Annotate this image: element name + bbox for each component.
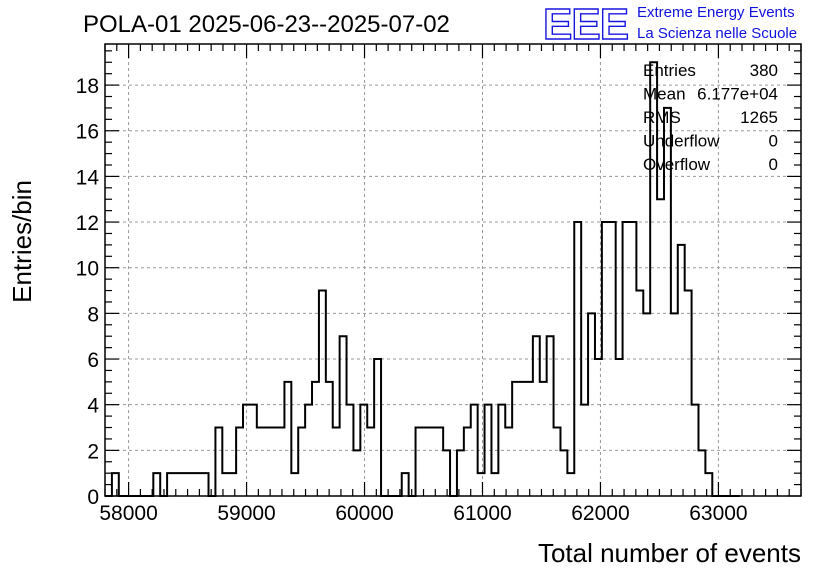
histogram-bin xyxy=(436,428,443,496)
stats-box: Entries 380 Mean 6.177e+04 RMS 1265 Underflow 0… xyxy=(643,61,778,174)
x-tick-label: 63000 xyxy=(689,502,747,525)
histogram-bin xyxy=(478,473,485,496)
x-tick-label: 61000 xyxy=(453,502,511,525)
logo-line-1: Extreme Energy Events xyxy=(637,4,795,21)
histogram-bin xyxy=(312,382,319,496)
histogram-bin xyxy=(547,336,554,496)
histogram-bin xyxy=(505,428,512,496)
plot-frame xyxy=(104,43,802,497)
histogram-bin xyxy=(195,473,202,496)
y-axis-title: Entries/bin xyxy=(7,180,37,303)
y-tick-label: 0 xyxy=(87,486,99,509)
histogram-bin xyxy=(236,428,243,496)
histogram-bin xyxy=(533,336,540,496)
histogram-bin xyxy=(540,382,547,496)
histogram-bin xyxy=(685,291,692,496)
histogram-bin xyxy=(174,473,181,496)
y-tick-label: 16 xyxy=(76,121,99,144)
stats-value: 0 xyxy=(769,132,778,151)
histogram-bin xyxy=(215,428,222,496)
histogram-bin xyxy=(416,428,423,496)
x-axis-ticks: 58000 59000 60000 61000 62000 63000 xyxy=(99,44,802,525)
histogram-outline xyxy=(105,61,740,497)
x-tick-label: 62000 xyxy=(571,502,629,525)
x-axis-title: Total number of events xyxy=(538,538,801,568)
histogram-bin xyxy=(340,336,347,496)
x-tick-label: 58000 xyxy=(99,502,157,525)
stats-value: 0 xyxy=(769,155,778,174)
stats-value: 1265 xyxy=(740,108,778,127)
histogram-bin xyxy=(560,450,567,496)
histogram-bin xyxy=(512,382,519,496)
eee-logo-mark: EEE xyxy=(543,0,628,49)
histogram-bin xyxy=(678,245,685,496)
histogram-bin xyxy=(264,428,271,496)
x-tick-label: 60000 xyxy=(335,502,393,525)
histogram-bin xyxy=(353,450,360,496)
histogram-bin xyxy=(326,382,333,496)
y-tick-label: 14 xyxy=(76,166,100,189)
histogram-bin xyxy=(554,428,561,496)
histogram-bin xyxy=(636,291,643,496)
y-axis-ticks: 0 2 4 6 8 10 12 14 16 18 xyxy=(76,50,801,509)
y-tick-label: 6 xyxy=(87,349,99,372)
histogram-bin xyxy=(519,382,526,496)
y-tick-label: 12 xyxy=(76,212,99,235)
histogram-bin xyxy=(429,428,436,496)
histogram-bin xyxy=(457,450,464,496)
logo-line-2: La Scienza nelle Scuole xyxy=(637,25,797,42)
histogram-bin xyxy=(284,382,291,496)
x-tick-label: 59000 xyxy=(217,502,275,525)
histogram-bin xyxy=(271,428,278,496)
y-tick-label: 8 xyxy=(87,303,99,326)
histogram-bin xyxy=(298,428,305,496)
histogram-bin xyxy=(402,473,409,496)
stats-label: Mean xyxy=(643,85,686,104)
histogram-bin xyxy=(291,473,298,496)
histogram-bin xyxy=(526,382,533,496)
histogram-bin xyxy=(367,428,374,496)
y-tick-label: 2 xyxy=(87,440,99,463)
histogram-bin xyxy=(257,428,264,496)
eee-logo: EEE Extreme Energy Events La Scienza nel… xyxy=(542,0,797,50)
histogram-bin xyxy=(188,473,195,496)
histogram-bars xyxy=(105,61,740,497)
histogram-bin xyxy=(202,473,209,496)
histogram-bin xyxy=(167,473,174,496)
histogram-bin xyxy=(319,291,326,496)
histogram-bin xyxy=(491,473,498,496)
histogram-bin xyxy=(153,473,160,496)
y-tick-label: 18 xyxy=(76,75,99,98)
histogram-bin xyxy=(278,428,285,496)
histogram-bin xyxy=(595,359,602,496)
chart-title: POLA-01 2025-06-23--2025-07-02 xyxy=(83,11,450,38)
histogram-bin xyxy=(616,359,623,496)
stats-label: RMS xyxy=(643,108,681,127)
stats-value: 380 xyxy=(750,61,778,80)
y-tick-label: 10 xyxy=(76,258,99,281)
histogram-bin xyxy=(374,359,381,496)
stats-value: 6.177e+04 xyxy=(697,85,778,104)
y-tick-label: 4 xyxy=(87,395,99,418)
stats-label: Entries xyxy=(643,61,696,80)
histogram-bin xyxy=(333,428,340,496)
plot-frame-rect xyxy=(104,43,802,497)
histogram-bin xyxy=(698,450,705,496)
grid-lines xyxy=(105,44,801,496)
histogram-bin xyxy=(657,199,664,496)
histogram-bin xyxy=(112,473,119,496)
histogram-bin xyxy=(650,62,657,496)
histogram-bin xyxy=(181,473,188,496)
stats-label: Overflow xyxy=(643,155,711,174)
histogram-bin xyxy=(422,428,429,496)
histogram-bin xyxy=(464,428,471,496)
histogram-bin xyxy=(567,473,574,496)
stats-label: Underflow xyxy=(643,132,720,151)
